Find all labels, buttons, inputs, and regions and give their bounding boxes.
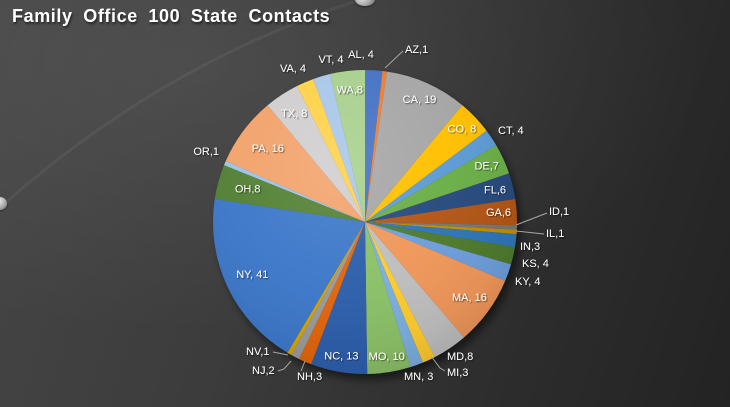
slice-label-MD: MD,8 — [447, 351, 473, 363]
slice-label-CA: CA, 19 — [403, 94, 437, 106]
slice-label-OR: OR,1 — [193, 146, 219, 158]
slice-label-DE: DE,7 — [474, 161, 498, 173]
slice-label-VA: VA, 4 — [280, 63, 306, 75]
slice-label-GA: GA,6 — [486, 207, 511, 219]
slice-label-PA: PA, 16 — [252, 143, 284, 155]
slice-labels-group: AL, 4 AZ,1 CA, 19 CO, 8 CT, 4 DE,7 FL,6 GA,6 ID,… — [193, 44, 569, 383]
slice-label-IN: IN,3 — [520, 241, 540, 253]
slice-label-NH: NH,3 — [297, 371, 322, 383]
leader-lines-group — [272, 50, 548, 372]
slice-label-KY: KY, 4 — [515, 276, 541, 288]
slice-label-ID: ID,1 — [549, 206, 569, 218]
leader-line-ID — [515, 212, 548, 226]
slice-label-CO: CO, 8 — [448, 124, 477, 136]
slice-label-MI: MI,3 — [447, 367, 468, 379]
leader-line-AZ — [384, 50, 404, 69]
slice-label-MO: MO, 10 — [369, 351, 405, 363]
leader-line-NJ — [277, 360, 292, 372]
chart-title: Family Office 100 State Contacts — [12, 6, 331, 26]
slice-label-WA: WA,8 — [336, 85, 363, 97]
slice-label-MN: MN, 3 — [404, 371, 433, 383]
leader-line-NV — [272, 351, 289, 356]
slice-label-TX: TX, 8 — [281, 108, 307, 120]
slice-label-AL: AL, 4 — [348, 49, 374, 61]
decor-arc — [0, 0, 365, 210]
slice-label-CT: CT, 4 — [498, 125, 524, 137]
pie-slices-group[interactable] — [212, 70, 517, 374]
slice-label-FL: FL,6 — [484, 184, 506, 196]
slice-label-AZ: AZ,1 — [405, 44, 428, 56]
decor-sphere-left-icon — [0, 197, 7, 210]
slice-label-OH: OH,8 — [235, 184, 261, 196]
leader-line-IL — [515, 230, 545, 235]
decor-sphere-top-icon — [355, 0, 375, 6]
leader-line-MI — [430, 355, 446, 372]
slice-label-NV: NV,1 — [246, 346, 269, 358]
slice-label-IL: IL,1 — [546, 228, 564, 240]
slice-label-KS: KS, 4 — [522, 258, 549, 270]
slice-label-NC: NC, 13 — [324, 351, 358, 363]
slice-label-NY: NY, 41 — [236, 269, 268, 281]
slice-label-VT: VT, 4 — [318, 54, 343, 66]
slice-label-MA: MA, 16 — [452, 292, 487, 304]
slice-label-NJ: NJ,2 — [252, 365, 275, 377]
leader-line-NH — [300, 360, 306, 372]
